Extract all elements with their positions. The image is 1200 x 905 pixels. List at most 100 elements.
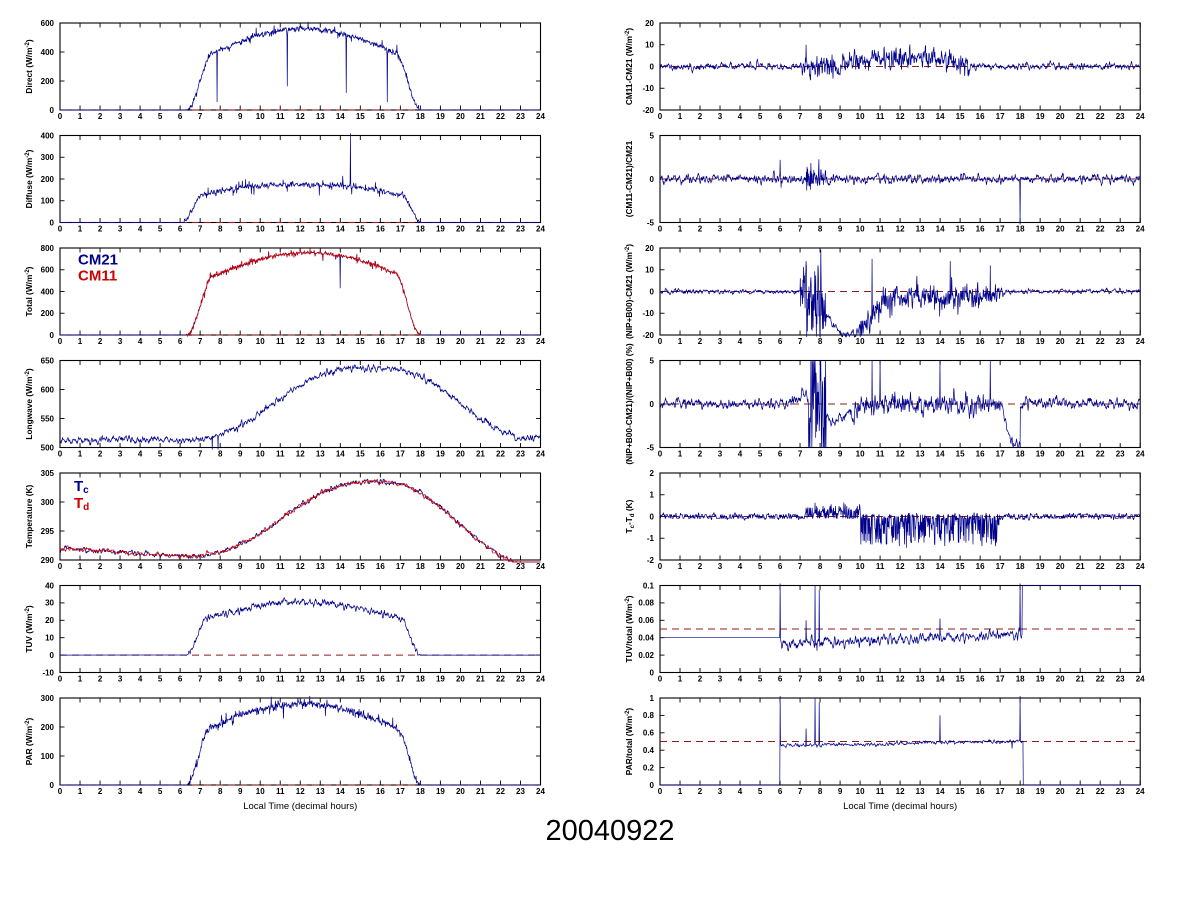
svg-text:-2: -2 bbox=[647, 556, 655, 565]
svg-text:23: 23 bbox=[516, 450, 525, 459]
svg-text:300: 300 bbox=[41, 153, 55, 162]
svg-text:18: 18 bbox=[1016, 337, 1025, 346]
svg-text:-10: -10 bbox=[42, 668, 54, 677]
svg-text:(CM11-CM21)/CM21: (CM11-CM21)/CM21 bbox=[624, 140, 634, 217]
svg-text:23: 23 bbox=[516, 675, 525, 684]
svg-text:14: 14 bbox=[936, 562, 945, 571]
svg-text:13: 13 bbox=[916, 675, 925, 684]
svg-text:22: 22 bbox=[496, 675, 505, 684]
svg-text:0.2: 0.2 bbox=[643, 763, 655, 772]
svg-text:17: 17 bbox=[396, 562, 405, 571]
svg-text:0.04: 0.04 bbox=[638, 634, 654, 643]
svg-text:9: 9 bbox=[238, 337, 243, 346]
svg-text:23: 23 bbox=[1116, 562, 1125, 571]
svg-text:8: 8 bbox=[818, 562, 823, 571]
svg-text:19: 19 bbox=[1036, 450, 1045, 459]
svg-text:3: 3 bbox=[718, 112, 723, 121]
svg-text:24: 24 bbox=[536, 675, 545, 684]
svg-text:10: 10 bbox=[856, 787, 865, 796]
svg-text:5: 5 bbox=[158, 337, 163, 346]
svg-text:0: 0 bbox=[58, 112, 63, 121]
svg-text:20: 20 bbox=[645, 19, 654, 28]
svg-text:1: 1 bbox=[78, 562, 83, 571]
svg-text:6: 6 bbox=[778, 562, 783, 571]
svg-text:4: 4 bbox=[738, 225, 743, 234]
svg-text:23: 23 bbox=[1116, 450, 1125, 459]
svg-text:10: 10 bbox=[856, 562, 865, 571]
svg-text:6: 6 bbox=[178, 675, 183, 684]
svg-text:3: 3 bbox=[718, 562, 723, 571]
svg-text:14: 14 bbox=[336, 337, 345, 346]
svg-text:23: 23 bbox=[516, 337, 525, 346]
svg-text:7: 7 bbox=[798, 112, 803, 121]
svg-text:0: 0 bbox=[650, 287, 655, 296]
svg-text:1: 1 bbox=[78, 112, 83, 121]
svg-text:7: 7 bbox=[198, 337, 203, 346]
svg-text:7: 7 bbox=[198, 450, 203, 459]
svg-text:22: 22 bbox=[1096, 787, 1105, 796]
svg-text:1: 1 bbox=[78, 787, 83, 796]
svg-text:17: 17 bbox=[396, 675, 405, 684]
svg-text:13: 13 bbox=[916, 225, 925, 234]
svg-text:0.08: 0.08 bbox=[638, 599, 654, 608]
svg-text:2: 2 bbox=[98, 675, 103, 684]
svg-text:20: 20 bbox=[645, 244, 654, 253]
svg-text:15: 15 bbox=[956, 675, 965, 684]
svg-text:0: 0 bbox=[650, 668, 655, 677]
svg-text:12: 12 bbox=[296, 787, 305, 796]
svg-text:3: 3 bbox=[718, 337, 723, 346]
svg-text:21: 21 bbox=[1076, 337, 1085, 346]
svg-text:5: 5 bbox=[758, 450, 763, 459]
svg-text:0.02: 0.02 bbox=[638, 651, 654, 660]
svg-text:14: 14 bbox=[336, 675, 345, 684]
svg-text:16: 16 bbox=[976, 450, 985, 459]
svg-text:19: 19 bbox=[1036, 675, 1045, 684]
svg-text:21: 21 bbox=[476, 450, 485, 459]
svg-text:(NIP+B00-CM21)/(NIP+B00) (%): (NIP+B00-CM21)/(NIP+B00) (%) bbox=[624, 343, 634, 464]
svg-text:0: 0 bbox=[658, 450, 663, 459]
svg-text:CM11: CM11 bbox=[78, 268, 117, 285]
svg-text:0: 0 bbox=[50, 218, 55, 227]
svg-text:10: 10 bbox=[256, 562, 265, 571]
svg-text:22: 22 bbox=[496, 225, 505, 234]
svg-text:12: 12 bbox=[896, 675, 905, 684]
svg-text:23: 23 bbox=[1116, 787, 1125, 796]
svg-text:19: 19 bbox=[1036, 787, 1045, 796]
svg-text:10: 10 bbox=[256, 450, 265, 459]
svg-text:2: 2 bbox=[98, 787, 103, 796]
svg-text:10: 10 bbox=[45, 634, 54, 643]
svg-text:18: 18 bbox=[416, 337, 425, 346]
svg-text:9: 9 bbox=[238, 562, 243, 571]
svg-text:2: 2 bbox=[698, 787, 703, 796]
svg-text:18: 18 bbox=[416, 225, 425, 234]
svg-text:20: 20 bbox=[45, 616, 54, 625]
svg-text:13: 13 bbox=[316, 675, 325, 684]
svg-text:10: 10 bbox=[256, 675, 265, 684]
svg-text:10: 10 bbox=[256, 337, 265, 346]
svg-text:2: 2 bbox=[98, 450, 103, 459]
svg-text:6: 6 bbox=[778, 787, 783, 796]
svg-text:22: 22 bbox=[496, 450, 505, 459]
svg-text:19: 19 bbox=[436, 562, 445, 571]
svg-text:10: 10 bbox=[256, 225, 265, 234]
svg-text:16: 16 bbox=[376, 112, 385, 121]
svg-text:22: 22 bbox=[1096, 225, 1105, 234]
svg-text:17: 17 bbox=[996, 562, 1005, 571]
svg-text:9: 9 bbox=[838, 450, 843, 459]
svg-text:21: 21 bbox=[476, 337, 485, 346]
svg-text:5: 5 bbox=[158, 112, 163, 121]
svg-text:1: 1 bbox=[78, 225, 83, 234]
svg-text:17: 17 bbox=[396, 787, 405, 796]
svg-text:8: 8 bbox=[818, 787, 823, 796]
svg-text:10: 10 bbox=[856, 337, 865, 346]
svg-text:Local Time (decimal hours): Local Time (decimal hours) bbox=[843, 801, 957, 812]
svg-text:17: 17 bbox=[396, 225, 405, 234]
svg-text:24: 24 bbox=[1136, 112, 1145, 121]
svg-text:1: 1 bbox=[678, 562, 683, 571]
svg-text:9: 9 bbox=[238, 112, 243, 121]
svg-text:5: 5 bbox=[758, 337, 763, 346]
svg-text:24: 24 bbox=[536, 787, 545, 796]
svg-text:5: 5 bbox=[158, 675, 163, 684]
svg-text:19: 19 bbox=[1036, 112, 1045, 121]
svg-text:20: 20 bbox=[456, 675, 465, 684]
